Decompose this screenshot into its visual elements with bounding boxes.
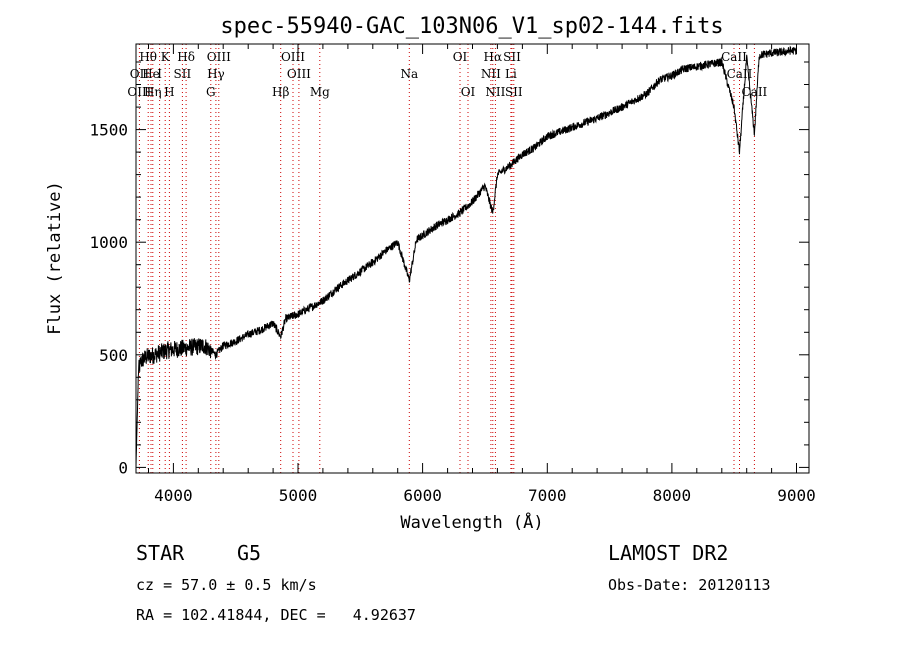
y-axis-label: Flux (relative) [45,181,65,335]
y-tick-label: 500 [99,346,128,365]
x-tick-label: 8000 [653,486,692,505]
x-tick-label: 5000 [279,486,318,505]
line-label-middle: Na [400,67,418,81]
y-tick-label: 0 [118,458,128,477]
plot-frame [135,43,810,474]
line-label-top: SII [503,50,521,64]
x-tick-label: 9000 [777,486,816,505]
x-axis-label: Wavelength (Å) [400,511,543,533]
obs-date-label: Obs-Date: 20120113 [608,576,771,594]
line-label-middle: OII [130,67,150,81]
line-marker-layer [138,44,755,473]
line-label-top: OIII [281,50,305,64]
tick-layer: 4000 5000 6000 7000 8000 9000 0 500 1000 1500 [89,44,816,505]
spectrum-layer [135,45,797,468]
y-tick-label: 1500 [89,121,128,140]
line-label-top: Hα [484,50,503,64]
line-label-top: CaII [721,50,747,64]
line-label-top: Hδ [177,50,195,64]
line-label-top: OIII [207,50,231,64]
line-label-bottom: G [206,85,216,99]
survey-label: LAMOST DR2 [608,541,728,565]
line-label-bottom: H [164,85,174,99]
line-label-middle: CaII [727,67,753,81]
x-tick-label: 4000 [154,486,193,505]
line-label-middle: NII [481,67,501,81]
object-type: STAR [136,541,185,565]
line-label-bottom: Hβ [272,85,289,99]
line-label-middle: Li [505,67,517,81]
redshift-label: cz = 57.0 ± 0.5 km/s [136,576,317,594]
line-label-bottom: OIII [127,85,151,99]
line-label-bottom: CaII [741,85,767,99]
line-label-bottom: Mg [310,85,330,99]
x-tick-label: 7000 [528,486,567,505]
y-tick-label: 1000 [89,233,128,252]
line-label-top: OI [453,50,468,64]
x-tick-label: 6000 [403,486,442,505]
line-label-middle: SII [174,67,192,81]
line-label-middle: Hγ [207,67,225,81]
spectrum-line [135,45,797,468]
object-subclass: G5 [237,541,261,565]
chart-title: spec-55940-GAC_103N06_V1_sp02-144.fits [220,14,723,39]
line-label-top: K [161,50,171,64]
line-label-middle: OIII [287,67,311,81]
line-label-top: Hθ [139,50,157,64]
line-label-bottom: Hη [144,85,162,99]
line-label-middle: He [142,67,160,81]
line-label-bottom: OI [461,85,476,99]
line-label-bottom: SII [505,85,523,99]
line-label-middle: I [157,67,162,81]
coordinates-label: RA = 102.41844, DEC = 4.92637 [136,606,416,624]
line-label-bottom: NII [485,85,505,99]
